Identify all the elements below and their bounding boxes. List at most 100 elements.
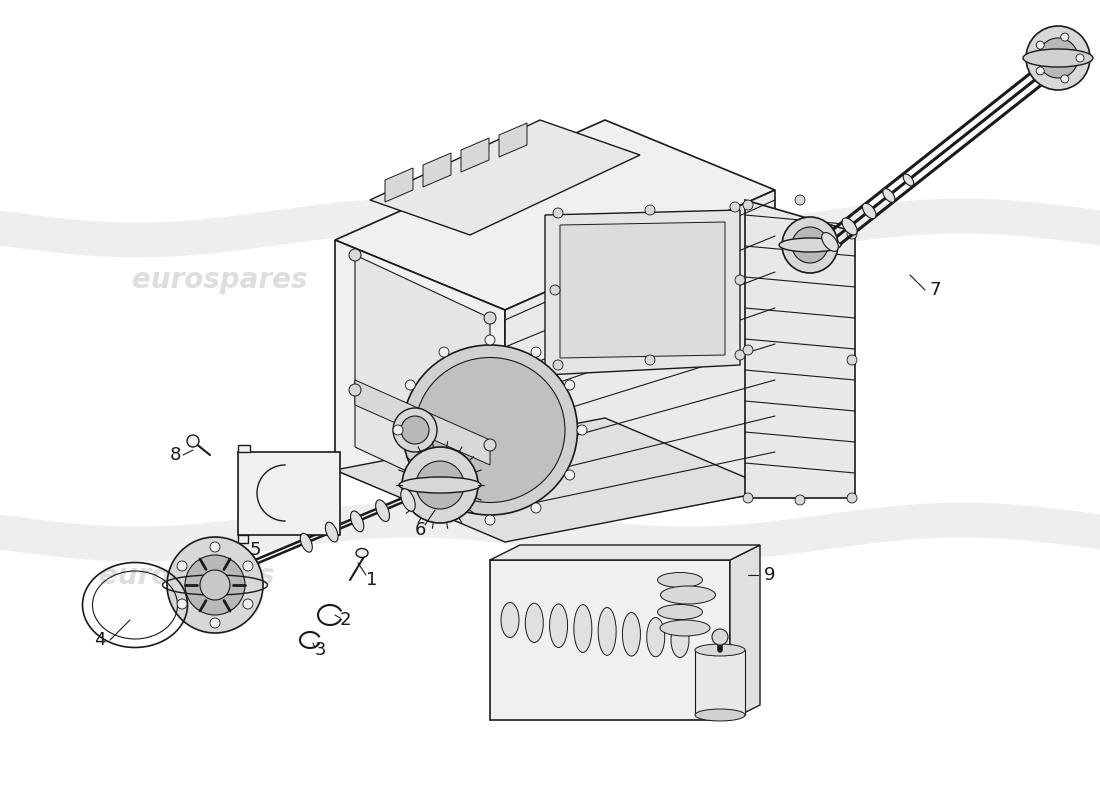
Circle shape <box>795 195 805 205</box>
Ellipse shape <box>658 573 703 587</box>
Text: 1: 1 <box>366 571 377 589</box>
Circle shape <box>484 312 496 324</box>
Polygon shape <box>355 255 490 510</box>
Polygon shape <box>336 418 776 542</box>
Ellipse shape <box>695 709 745 721</box>
Polygon shape <box>490 560 730 720</box>
Text: 8: 8 <box>169 446 180 464</box>
Ellipse shape <box>660 586 715 604</box>
Circle shape <box>735 275 745 285</box>
Circle shape <box>792 227 828 263</box>
Circle shape <box>177 599 187 609</box>
Ellipse shape <box>660 620 710 636</box>
Ellipse shape <box>403 345 578 515</box>
Ellipse shape <box>375 500 389 522</box>
Polygon shape <box>370 120 640 235</box>
Text: eurospares: eurospares <box>572 562 748 590</box>
Ellipse shape <box>415 358 565 502</box>
Polygon shape <box>544 210 740 375</box>
Circle shape <box>485 515 495 525</box>
Polygon shape <box>355 380 490 465</box>
Circle shape <box>742 493 754 503</box>
Circle shape <box>712 629 728 645</box>
Ellipse shape <box>300 534 312 552</box>
Circle shape <box>1060 33 1069 41</box>
Ellipse shape <box>526 603 543 642</box>
Circle shape <box>795 495 805 505</box>
Circle shape <box>735 350 745 360</box>
Circle shape <box>167 537 263 633</box>
Circle shape <box>730 202 740 212</box>
Ellipse shape <box>842 218 857 235</box>
Polygon shape <box>238 535 248 543</box>
Circle shape <box>402 416 429 444</box>
Circle shape <box>416 461 464 509</box>
Circle shape <box>578 425 587 435</box>
Circle shape <box>393 408 437 452</box>
Circle shape <box>243 561 253 571</box>
Ellipse shape <box>399 477 481 493</box>
Text: 6: 6 <box>415 521 426 539</box>
Text: 2: 2 <box>339 611 351 629</box>
Ellipse shape <box>550 604 568 647</box>
Ellipse shape <box>695 644 745 656</box>
Polygon shape <box>695 650 745 715</box>
Ellipse shape <box>598 607 616 655</box>
Text: 9: 9 <box>764 566 776 584</box>
Polygon shape <box>385 168 412 202</box>
Polygon shape <box>424 153 451 187</box>
Circle shape <box>439 503 449 513</box>
Text: eurospares: eurospares <box>132 266 308 294</box>
Circle shape <box>847 355 857 365</box>
Circle shape <box>847 493 857 503</box>
Circle shape <box>1036 41 1044 49</box>
Circle shape <box>405 380 416 390</box>
Polygon shape <box>505 190 776 540</box>
Circle shape <box>177 561 187 571</box>
Circle shape <box>1036 67 1044 75</box>
Ellipse shape <box>623 613 640 656</box>
Circle shape <box>1076 54 1084 62</box>
Polygon shape <box>490 545 760 560</box>
Circle shape <box>485 335 495 345</box>
Text: eurospares: eurospares <box>605 266 781 294</box>
Ellipse shape <box>500 602 519 638</box>
Circle shape <box>1038 38 1078 78</box>
Circle shape <box>531 347 541 357</box>
Circle shape <box>349 249 361 261</box>
Circle shape <box>1060 75 1069 83</box>
Ellipse shape <box>671 622 689 658</box>
Circle shape <box>187 435 199 447</box>
Ellipse shape <box>903 174 914 186</box>
Ellipse shape <box>400 489 415 511</box>
Circle shape <box>405 470 416 480</box>
Circle shape <box>1026 26 1090 90</box>
Ellipse shape <box>862 203 876 218</box>
Circle shape <box>210 618 220 628</box>
Text: 3: 3 <box>315 641 326 659</box>
Text: 5: 5 <box>250 541 261 559</box>
Text: eurospares: eurospares <box>99 562 275 590</box>
Ellipse shape <box>779 238 842 252</box>
Circle shape <box>553 360 563 370</box>
Polygon shape <box>461 138 490 172</box>
Circle shape <box>782 217 838 273</box>
Circle shape <box>742 345 754 355</box>
Circle shape <box>564 470 574 480</box>
Ellipse shape <box>822 233 838 251</box>
Circle shape <box>550 285 560 295</box>
Ellipse shape <box>1023 49 1093 67</box>
Text: 4: 4 <box>95 631 106 649</box>
Circle shape <box>349 384 361 396</box>
Polygon shape <box>730 545 760 720</box>
Circle shape <box>439 347 449 357</box>
Ellipse shape <box>883 189 895 202</box>
Ellipse shape <box>647 618 664 657</box>
Ellipse shape <box>351 511 364 532</box>
Circle shape <box>564 380 574 390</box>
Ellipse shape <box>326 522 338 542</box>
Circle shape <box>742 200 754 210</box>
Circle shape <box>847 229 857 239</box>
Circle shape <box>645 355 654 365</box>
Circle shape <box>243 599 253 609</box>
